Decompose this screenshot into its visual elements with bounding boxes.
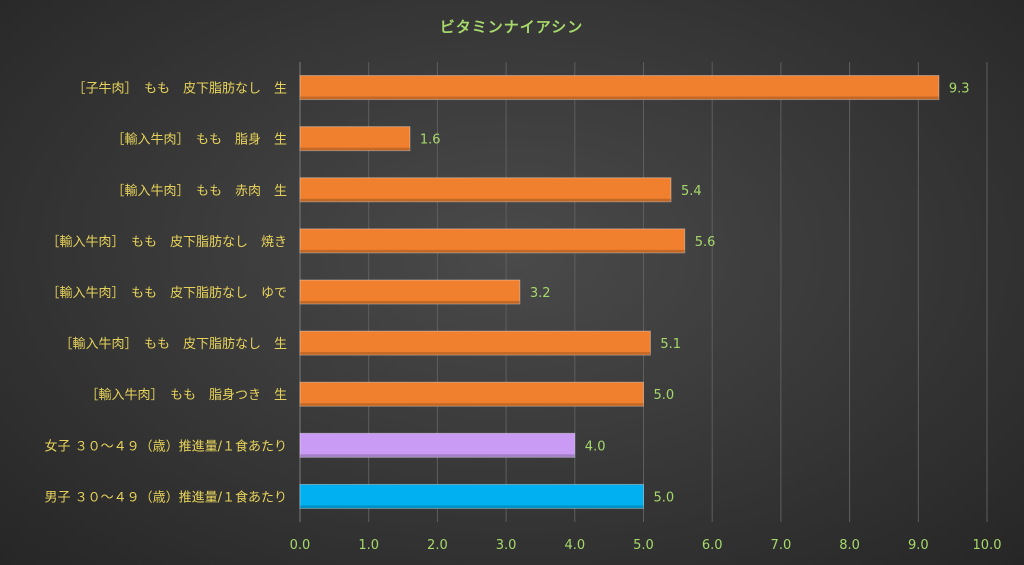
bar	[299, 126, 411, 152]
bar	[299, 483, 644, 509]
data-label: 4.0	[585, 439, 606, 454]
category-label: ［輸入牛肉］ もも 皮下脂肪なし 焼き	[46, 234, 287, 250]
category-label: 女子 ３０～４９（歳）推進量/１食あたり	[44, 438, 287, 454]
bar	[299, 330, 651, 356]
bar-shade	[300, 198, 671, 202]
data-label: 5.6	[695, 235, 716, 250]
category-label: ［輸入牛肉］ もも 脂身つき 生	[85, 387, 287, 403]
bar-shade	[300, 505, 644, 509]
bar-shade	[300, 96, 939, 100]
data-label: 5.0	[654, 490, 675, 505]
bar-shade	[300, 301, 520, 304]
x-tick-label: 3.0	[496, 538, 517, 553]
x-tick-label: 9.0	[908, 538, 929, 553]
category-label: ［輸入牛肉］ もも 皮下脂肪なし 生	[59, 336, 287, 352]
x-tick-labels: 0.0 1.0 2.0 3.0 4.0 5.0 6.0 7.0 8.0 9.0 10.0	[290, 538, 1002, 553]
data-labels: 9.3 1.6 5.4 5.6 3.2 5.1 5.0 4.0 5.0	[420, 82, 970, 506]
data-label: 5.0	[654, 388, 675, 403]
x-tick-label: 4.0	[564, 538, 585, 553]
data-label: 5.1	[660, 337, 681, 352]
x-tick-label: 7.0	[771, 538, 792, 553]
bar	[299, 177, 672, 203]
category-label: ［子牛肉］ もも 皮下脂肪なし 生	[72, 81, 287, 97]
x-tick-label: 6.0	[702, 538, 723, 553]
bar-shade	[300, 249, 685, 253]
category-label: ［輸入牛肉］ もも 脂身 生	[111, 132, 287, 148]
bar-shade	[300, 147, 410, 151]
bar-shade	[300, 352, 651, 356]
bar	[299, 75, 940, 101]
x-tick-label: 8.0	[839, 538, 860, 553]
x-tick-label: 5.0	[633, 538, 654, 553]
bar-shade	[300, 403, 644, 407]
bars	[299, 75, 940, 509]
x-tick-label: 10.0	[973, 538, 1002, 553]
data-label: 1.6	[420, 133, 441, 148]
category-label: ［輸入牛肉］ もも 赤肉 生	[111, 184, 287, 199]
bar	[299, 381, 644, 407]
x-tick-label: 1.0	[358, 538, 379, 553]
bar	[299, 432, 576, 458]
category-labels: ［子牛肉］ もも 皮下脂肪なし 生 ［輸入牛肉］ もも 脂身 生 ［輸入牛肉］ もも…	[44, 81, 287, 506]
data-label: 9.3	[949, 82, 970, 97]
x-tick-label: 0.0	[290, 538, 311, 553]
bar	[299, 279, 521, 305]
data-label: 3.2	[530, 286, 551, 301]
chart-title: ビタミンナイアシン	[440, 18, 583, 36]
bar	[299, 228, 686, 254]
data-label: 5.4	[681, 184, 702, 199]
category-label: 男子 ３０～４９（歳）推進量/１食あたり	[44, 489, 287, 505]
category-label: ［輸入牛肉］ もも 皮下脂肪なし ゆで	[46, 285, 287, 301]
bar-shade	[300, 454, 575, 458]
x-tick-label: 2.0	[427, 538, 448, 553]
